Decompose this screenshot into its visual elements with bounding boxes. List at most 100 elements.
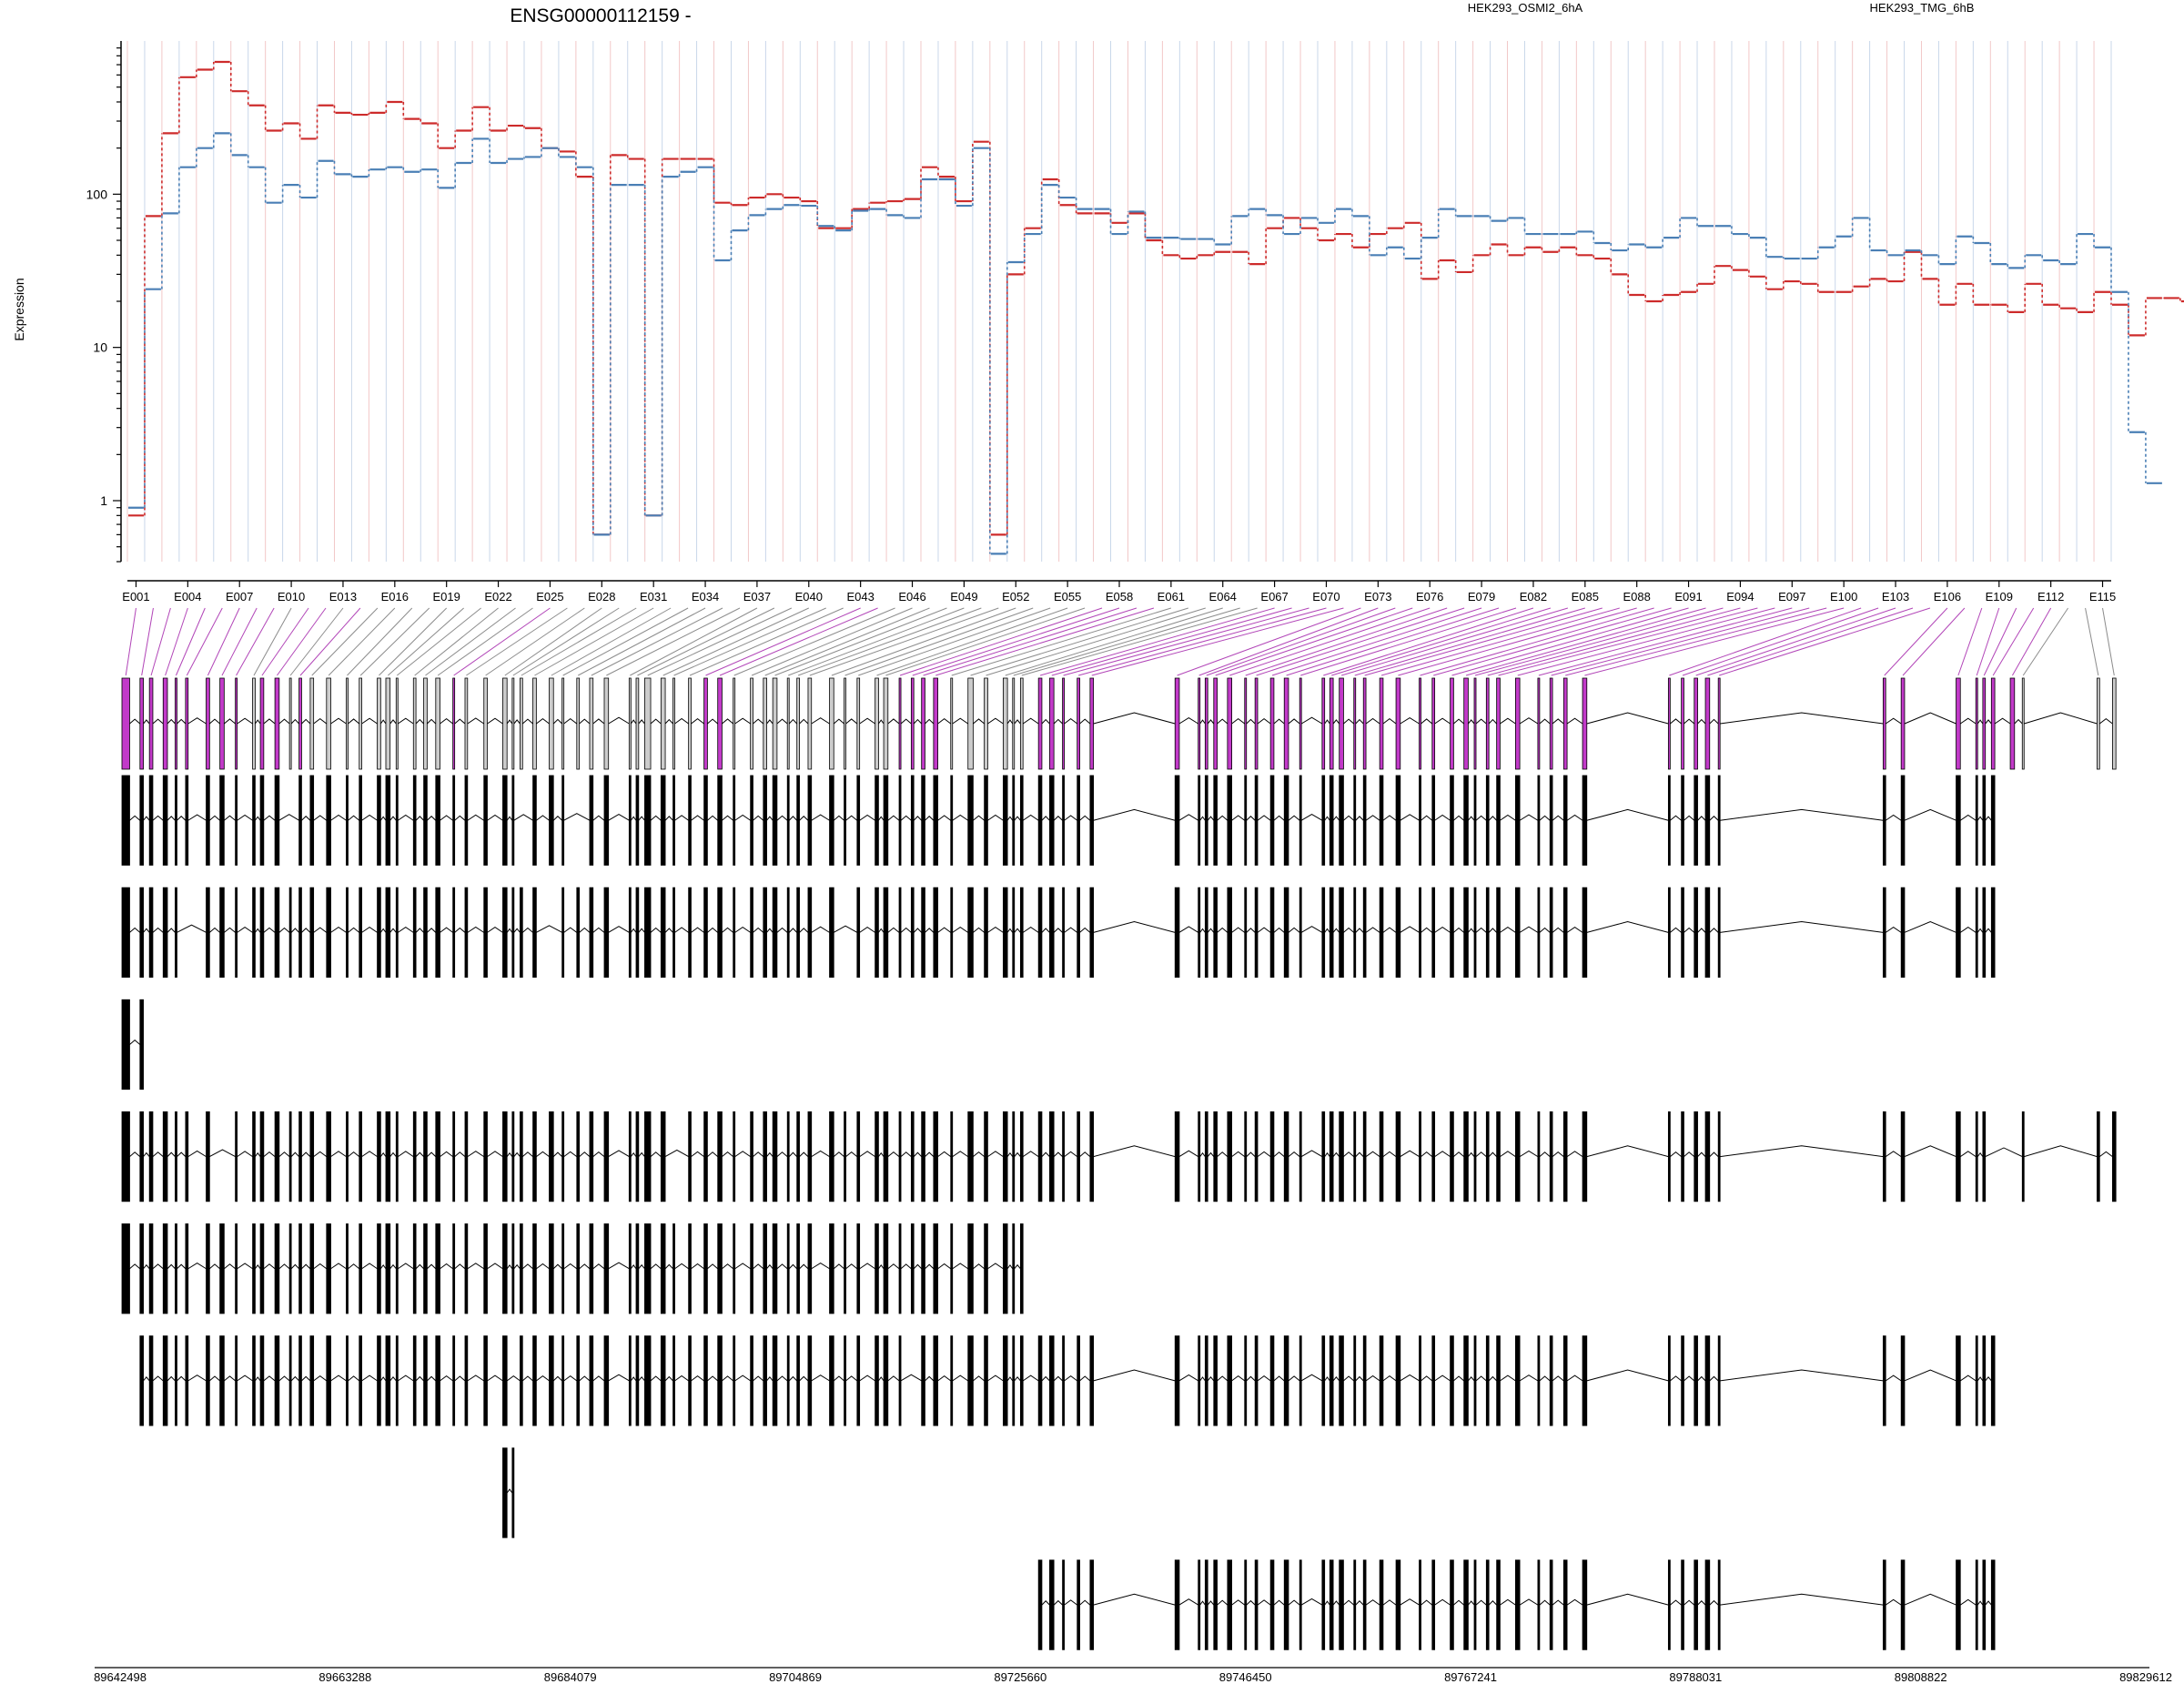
exon-block [875,1111,879,1202]
intron-line [513,719,521,725]
exon-block [796,775,800,866]
exon-link [2011,607,2052,676]
exon-block [1353,677,1357,770]
intron-line [1519,1598,1539,1606]
exon-block [175,775,177,866]
exon-block [763,1111,767,1202]
exon-block [561,1111,565,1202]
exon-block [644,677,652,770]
intron-line [788,718,798,725]
intron-line [1332,719,1340,725]
intron-line [799,928,809,933]
exon-link [2022,607,2069,676]
exon-block [1002,1335,1008,1426]
intron-line [1500,1375,1516,1382]
exon-block [395,1223,399,1314]
exon-block [326,1223,331,1314]
intron-line [1400,926,1420,933]
exon-block [1463,887,1469,978]
exon-link [176,607,206,676]
intron-line [722,927,734,933]
intron-line [952,717,969,725]
intron-line [753,1375,764,1382]
exon-block [1956,775,1961,866]
intron-line [224,718,236,725]
exon-tick-label: E004 [174,590,201,604]
exon-link [2102,607,2115,676]
intron-line [427,1375,437,1382]
intron-line [313,1375,328,1382]
exon-block [1982,1111,1987,1202]
intron-line [487,1151,503,1158]
exon-tick-label: E049 [950,590,977,604]
exon-block [1667,887,1671,978]
exon-block [1062,887,1065,978]
intron-line [833,718,844,725]
intron-line [187,814,207,821]
intron-line [1709,1375,1719,1382]
intron-line [753,718,764,725]
intron-line [506,816,513,821]
exon-block [628,1335,632,1426]
exon-block [1174,887,1180,978]
intron-line [1300,1374,1323,1382]
exon-block [326,1111,331,1202]
intron-line [237,814,253,821]
exon-block [1431,677,1436,770]
exon-block [511,1447,515,1538]
intron-line [278,814,299,821]
intron-line [1475,927,1487,933]
intron-line [1552,815,1564,821]
intron-line [859,927,875,933]
exon-block [1537,1111,1541,1202]
intron-line [900,1263,912,1270]
intron-line [1468,1376,1475,1382]
exon-block [1204,677,1208,770]
exon-block [717,1223,723,1314]
intron-line [208,1375,220,1382]
exon-block [1077,1559,1080,1650]
intron-line [1178,1150,1198,1158]
intron-line [952,927,969,933]
exon-block [1062,677,1065,770]
intron-line [536,1375,550,1382]
exon-block [1704,887,1711,978]
exon-block [1694,677,1698,770]
intron-line [1217,815,1228,821]
intron-line [1552,1599,1564,1606]
intron-line [878,816,885,821]
exon-block [796,677,800,770]
exon-block [1283,677,1289,770]
intron-line [1079,927,1091,933]
exon-block [1321,887,1326,978]
intron-line [1539,1599,1551,1606]
intron-line [766,1263,774,1270]
exon-block [1321,677,1326,770]
exon-block [359,677,362,770]
exon-link [951,607,1172,676]
intron-line [630,1264,637,1270]
exon-block [786,677,790,770]
intron-line [152,1151,164,1157]
intron-line [707,718,719,725]
exon-block [763,677,767,770]
intron-line [278,1151,290,1157]
genomic-tick-label: 89684079 [544,1670,597,1684]
intron-line [608,1374,630,1382]
exon-block [235,775,238,866]
intron-line [313,927,328,933]
exon-block [259,887,265,978]
exon-block [2009,677,2016,770]
exon-block [377,1335,381,1426]
intron-line [224,1375,236,1382]
exon-block [298,887,302,978]
exon-block [412,1335,417,1426]
intron-line [143,928,150,933]
intron-line [263,1151,276,1157]
intron-line [1246,816,1256,821]
intron-line [1566,1375,1583,1382]
exon-block [703,1111,708,1202]
genomic-tick-label: 89829612 [2119,1670,2172,1684]
exon-block [412,677,417,770]
exon-block [274,677,280,770]
